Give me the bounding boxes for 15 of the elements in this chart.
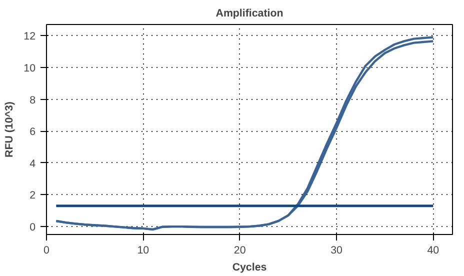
y-tick-label: 2 (30, 190, 36, 202)
x-tick-label: 20 (234, 244, 246, 256)
x-tick-label: 0 (44, 244, 50, 256)
y-axis-title: RFU (10^3) (4, 101, 16, 158)
y-tick-label: 12 (24, 30, 36, 43)
x-axis-title: Cycles (232, 262, 267, 274)
x-tick-label: 30 (330, 244, 342, 256)
y-tick-label: 6 (30, 126, 36, 138)
x-tick-label: 10 (137, 244, 150, 256)
x-tick-label: 40 (427, 244, 440, 256)
y-tick-label: 0 (30, 222, 36, 234)
y-tick-label: 10 (24, 62, 36, 74)
chart-title: Amplification (216, 8, 284, 20)
y-tick-label: 4 (30, 158, 36, 170)
y-tick-label: 8 (30, 94, 36, 106)
